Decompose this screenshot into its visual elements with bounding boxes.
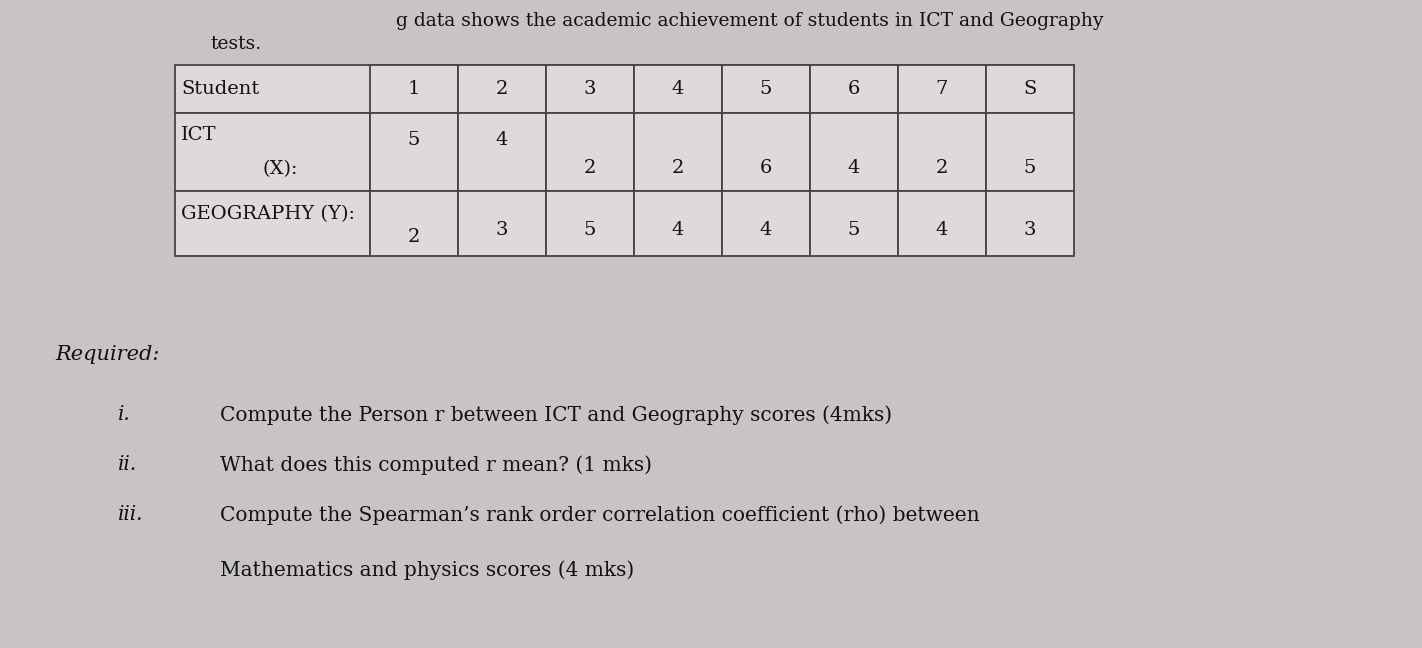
- Text: 2: 2: [671, 159, 684, 177]
- Text: iii.: iii.: [118, 505, 144, 524]
- Bar: [722, 65, 811, 113]
- Text: g data shows the academic achievement of students in ICT and Geography: g data shows the academic achievement of…: [397, 12, 1103, 30]
- Text: 6: 6: [759, 159, 772, 177]
- Bar: [546, 65, 634, 113]
- Text: 5: 5: [584, 221, 596, 239]
- Text: ICT: ICT: [181, 126, 216, 144]
- Text: Required:: Required:: [55, 345, 159, 364]
- Text: 1: 1: [408, 80, 419, 98]
- Bar: [634, 65, 722, 113]
- Bar: [175, 113, 370, 191]
- Bar: [722, 191, 811, 256]
- Text: 4: 4: [848, 159, 860, 177]
- Bar: [722, 113, 811, 191]
- Text: 5: 5: [408, 132, 419, 149]
- Text: 3: 3: [584, 80, 596, 98]
- Bar: [458, 191, 546, 256]
- Bar: [985, 191, 1074, 256]
- Text: 3: 3: [1024, 221, 1037, 239]
- Text: Compute the Spearman’s rank order correlation coefficient (rho) between: Compute the Spearman’s rank order correl…: [220, 505, 980, 525]
- Text: GEOGRAPHY (Y):: GEOGRAPHY (Y):: [181, 205, 356, 223]
- Text: tests.: tests.: [210, 35, 262, 53]
- Text: 5: 5: [759, 80, 772, 98]
- Text: 4: 4: [496, 132, 508, 149]
- Bar: [634, 113, 722, 191]
- Bar: [811, 191, 899, 256]
- Bar: [899, 65, 985, 113]
- Text: Student: Student: [181, 80, 259, 98]
- Bar: [811, 65, 899, 113]
- Text: 5: 5: [848, 221, 860, 239]
- Bar: [370, 65, 458, 113]
- Text: 4: 4: [671, 221, 684, 239]
- Bar: [546, 191, 634, 256]
- Bar: [458, 113, 546, 191]
- Text: 5: 5: [1024, 159, 1037, 177]
- Text: (X):: (X):: [263, 160, 299, 178]
- Text: Mathematics and physics scores (4 mks): Mathematics and physics scores (4 mks): [220, 560, 634, 580]
- Bar: [985, 113, 1074, 191]
- Bar: [899, 113, 985, 191]
- Bar: [175, 65, 1074, 113]
- Text: 4: 4: [759, 221, 772, 239]
- Bar: [458, 65, 546, 113]
- Bar: [899, 191, 985, 256]
- Text: Compute the Person r between ICT and Geography scores (4mks): Compute the Person r between ICT and Geo…: [220, 405, 892, 424]
- Bar: [370, 113, 458, 191]
- Text: S: S: [1024, 80, 1037, 98]
- Text: 2: 2: [584, 159, 596, 177]
- Text: What does this computed r mean? (1 mks): What does this computed r mean? (1 mks): [220, 455, 653, 474]
- Text: i.: i.: [118, 405, 131, 424]
- Text: 4: 4: [936, 221, 948, 239]
- Bar: [175, 191, 370, 256]
- Text: 2: 2: [496, 80, 508, 98]
- Text: 7: 7: [936, 80, 948, 98]
- Text: 2: 2: [408, 227, 419, 246]
- Text: 3: 3: [496, 221, 508, 239]
- Text: 6: 6: [848, 80, 860, 98]
- Text: 4: 4: [671, 80, 684, 98]
- Text: 2: 2: [936, 159, 948, 177]
- Bar: [985, 65, 1074, 113]
- Bar: [811, 113, 899, 191]
- Text: ii.: ii.: [118, 455, 137, 474]
- Bar: [546, 113, 634, 191]
- Bar: [370, 191, 458, 256]
- Bar: [634, 191, 722, 256]
